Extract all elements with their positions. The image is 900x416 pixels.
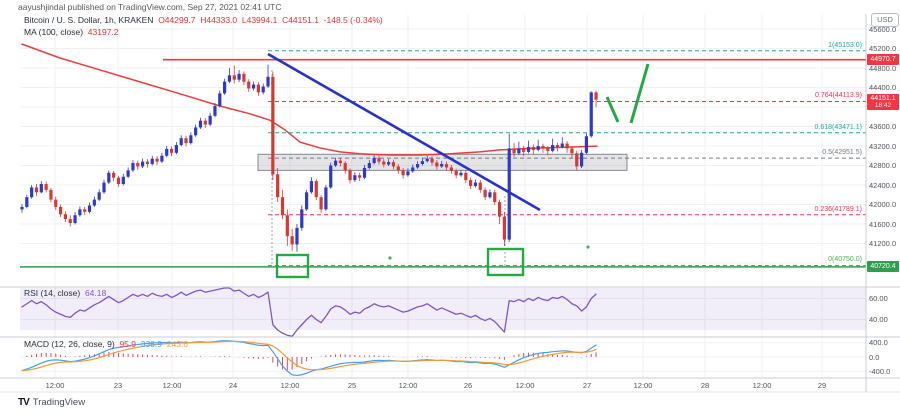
- time-tick-label: 12:00: [752, 381, 772, 390]
- rsi-value: 64.18: [84, 288, 107, 298]
- attribution-text: aayushjindal published on TradingView.co…: [18, 2, 282, 12]
- macd-hist-value: 95.9: [119, 339, 136, 349]
- tradingview-logo-text: TradingView: [32, 397, 86, 408]
- ohlc-low: L43994.1: [241, 15, 278, 25]
- price-tick-label: 41600.0: [869, 219, 897, 229]
- price-tick-label: 45200.0: [869, 44, 897, 53]
- currency-toggle-button[interactable]: USD: [871, 13, 899, 27]
- time-tick-label: 12:00: [45, 381, 65, 390]
- rsi-label: RSI (14, close): [24, 288, 81, 298]
- rsi-tick-label: 40.00: [869, 315, 888, 324]
- time-tick-label: 28: [700, 381, 710, 390]
- price-tick-label: 42400.0: [869, 180, 897, 190]
- rsi-tick-label: 60.00: [869, 294, 888, 303]
- time-tick-label: 12:00: [515, 381, 535, 390]
- fib-level-label: 0.5(42951.5): [822, 149, 862, 157]
- time-tick-label: 12:00: [280, 381, 300, 390]
- macd-tick-label: 400.0: [869, 338, 888, 348]
- time-tick-label: 12:00: [633, 381, 653, 390]
- fib-level-label: 0.618(43471.1): [814, 123, 862, 131]
- time-tick-label: 12:00: [398, 381, 418, 390]
- price-change: -148.5 (-0.34%): [323, 15, 383, 25]
- time-tick-label: 24: [228, 381, 238, 390]
- time-tick-label: 29: [817, 381, 827, 390]
- macd-signal-value: 243.6: [166, 339, 189, 349]
- time-tick-label: 12:00: [162, 381, 182, 390]
- last-price-badge: 44151.1 18:42: [867, 93, 899, 110]
- time-tick-label: 26: [463, 381, 473, 390]
- ohlc-high: H44333.0: [200, 15, 238, 25]
- rsi-legend[interactable]: RSI (14, close) 64.18: [24, 288, 106, 298]
- time-tick-label: 27: [582, 381, 592, 390]
- fib-level-label: 0(40750.0): [828, 256, 862, 264]
- ohlc-close: C44151.1: [282, 15, 319, 25]
- alert-price-badge: 44970.7: [867, 54, 899, 66]
- price-tick-label: 44400.0: [869, 83, 897, 92]
- tradingview-logo-icon: TV: [18, 397, 30, 408]
- symbol-title: Bitcoin / U. S. Dollar, 1h, KRAKEN: [24, 15, 154, 25]
- price-tick-label: 43200.0: [869, 141, 897, 151]
- fib-level-label: 0.764(44113.9): [815, 92, 862, 100]
- macd-line-value: 338.9: [140, 339, 162, 349]
- ohlc-open: O44299.7: [158, 15, 196, 25]
- fib-level-label: 1(45153.0): [828, 41, 862, 49]
- price-tick-label: 43600.0: [869, 122, 897, 131]
- support-price-badge: 40720.4: [867, 261, 899, 273]
- ma-label: MA (100, close): [24, 26, 84, 37]
- symbol-legend[interactable]: Bitcoin / U. S. Dollar, 1h, KRAKEN O4429…: [24, 15, 383, 25]
- ma-value: 43197.2: [87, 26, 119, 37]
- macd-label: MACD (12, 26, close, 9): [24, 339, 115, 349]
- tradingview-watermark[interactable]: TV TradingView: [18, 397, 85, 408]
- price-tick-label: 42000.0: [869, 200, 897, 209]
- macd-tick-label: 0.0: [869, 352, 880, 362]
- macd-legend[interactable]: MACD (12, 26, close, 9) 95.9 338.9 243.6: [24, 339, 188, 349]
- macd-tick-label: -400.0: [869, 366, 891, 376]
- price-tick-label: 41200.0: [869, 239, 897, 248]
- time-tick-label: 25: [347, 381, 357, 390]
- price-tick-label: 44800.0: [869, 63, 897, 73]
- price-tick-label: 45600.0: [869, 24, 897, 34]
- time-tick-label: 23: [113, 381, 123, 390]
- price-tick-label: 42800.0: [869, 161, 897, 170]
- bar-countdown: 18:42: [874, 101, 892, 109]
- fib-level-label: 0.236(41789.1): [814, 205, 862, 213]
- ma-legend[interactable]: MA (100, close) 43197.2: [24, 27, 119, 37]
